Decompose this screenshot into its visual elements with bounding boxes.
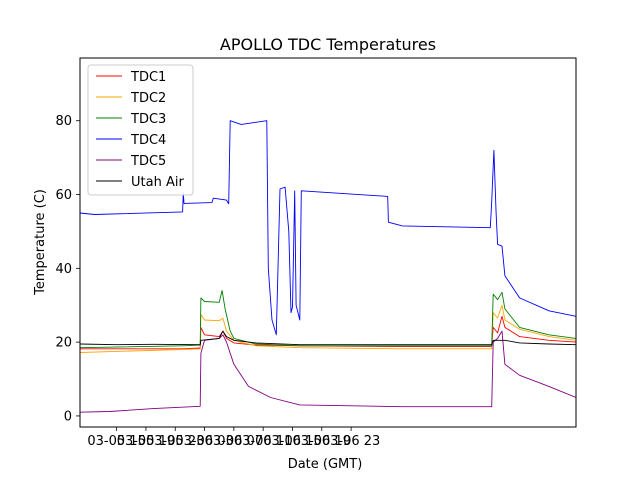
series-layer xyxy=(80,120,576,413)
x-tick-label: 03-05 19 xyxy=(117,434,175,449)
series-line-tdc4 xyxy=(80,120,576,336)
legend-label: TDC5 xyxy=(130,154,166,169)
legend-label: Utah Air xyxy=(131,175,184,190)
x-tick-label: 03-06 11 xyxy=(234,434,292,449)
y-axis-ticks: 0 20 40 60 80 xyxy=(55,114,80,424)
plot-area xyxy=(79,57,577,428)
series-line-utah-air xyxy=(80,330,576,346)
y-tick-label: 0 xyxy=(64,409,72,424)
x-tick-label: 03-05 15 xyxy=(87,434,145,449)
legend-label: TDC1 xyxy=(130,70,166,85)
series-line-tdc3 xyxy=(80,290,576,349)
series-line-tdc1 xyxy=(80,315,576,350)
x-tick-label: 03-06 07 xyxy=(205,434,263,449)
x-tick-label: 03-06 03 xyxy=(175,434,233,449)
series-line-tdc5 xyxy=(80,330,576,413)
y-tick-label: 20 xyxy=(55,336,72,351)
y-tick-label: 40 xyxy=(55,262,72,277)
x-axis-label: Date (GMT) xyxy=(288,457,363,472)
x-tick-label: 03-06 23 xyxy=(322,434,380,449)
x-tick-label: 03-06 19 xyxy=(293,434,351,449)
series-line-tdc2 xyxy=(80,304,576,353)
plot-frame xyxy=(79,57,577,428)
y-axis-label: Temperature (C) xyxy=(33,189,48,296)
chart-title: APOLLO TDC Temperatures xyxy=(220,35,436,54)
y-tick-label: 80 xyxy=(55,114,72,129)
legend-label: TDC2 xyxy=(130,91,166,106)
legend-label: TDC4 xyxy=(130,133,166,148)
y-tick-label: 60 xyxy=(55,188,72,203)
legend: TDC1 TDC2 TDC3 TDC4 TDC5 Utah Air xyxy=(87,64,194,196)
legend-label: TDC3 xyxy=(130,112,166,127)
x-tick-label: 03-05 23 xyxy=(146,434,204,449)
x-tick-label: 03-06 15 xyxy=(263,434,321,449)
